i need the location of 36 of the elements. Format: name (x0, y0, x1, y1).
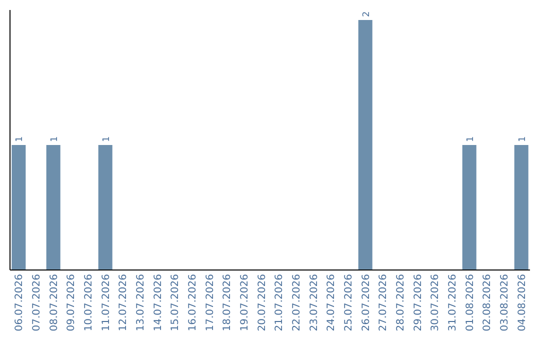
x-tick-label: 22.07.2026 (292, 274, 302, 332)
x-tick-label: 27.07.2026 (378, 274, 390, 332)
x-tick-label: 13.07.2026 (136, 274, 146, 332)
x-tick-label: 11.07.2026 (100, 274, 112, 332)
x-tick-label: 15.07.2026 (170, 274, 182, 332)
x-tick-label: 10.07.2026 (84, 274, 94, 332)
x-tick-label: 17.07.2026 (204, 274, 216, 332)
x-tick-label: 26.07.2026 (360, 274, 372, 332)
x-tick-label: 08.07.2026 (48, 274, 60, 332)
x-tick-label: 07.07.2026 (32, 274, 42, 332)
x-tick-label: 12.07.2026 (118, 274, 130, 332)
x-tick-label: 28.07.2026 (396, 274, 406, 332)
x-tick-label: 09.07.2026 (66, 274, 78, 332)
x-tick-label: 21.07.2026 (274, 274, 286, 332)
x-tick-label: 29.07.2026 (412, 274, 424, 332)
x-tick-label: 18.07.2026 (222, 274, 234, 332)
x-tick-label: 23.07.2026 (308, 274, 320, 332)
data-label: 2 (362, 11, 372, 17)
data-label: 1 (102, 136, 112, 142)
x-tick-label: 24.07.2026 (326, 274, 338, 332)
data-label: 1 (50, 136, 60, 142)
x-tick-label: 06.07.2026 (14, 274, 26, 332)
x-tick-label: 02.08.2026 (482, 274, 494, 332)
x-tick-label: 30.07.2026 (430, 274, 442, 332)
x-tick-label: 16.07.2026 (188, 274, 198, 332)
x-tick-label: 25.07.2026 (344, 274, 354, 332)
data-label: 1 (466, 136, 476, 142)
x-tick-label: 19.07.2026 (240, 274, 250, 332)
x-tick-label: 04.08.2026 (516, 274, 528, 332)
data-label: 1 (15, 136, 26, 142)
x-tick-label: 03.08.2026 (500, 274, 510, 332)
x-tick-label: 14.07.2026 (152, 274, 164, 332)
data-label: 1 (518, 136, 528, 142)
x-tick-label: 31.07.2026 (448, 274, 458, 332)
x-tick-label: 20.07.2026 (256, 274, 268, 332)
x-tick-label: 01.08.2026 (464, 274, 476, 332)
